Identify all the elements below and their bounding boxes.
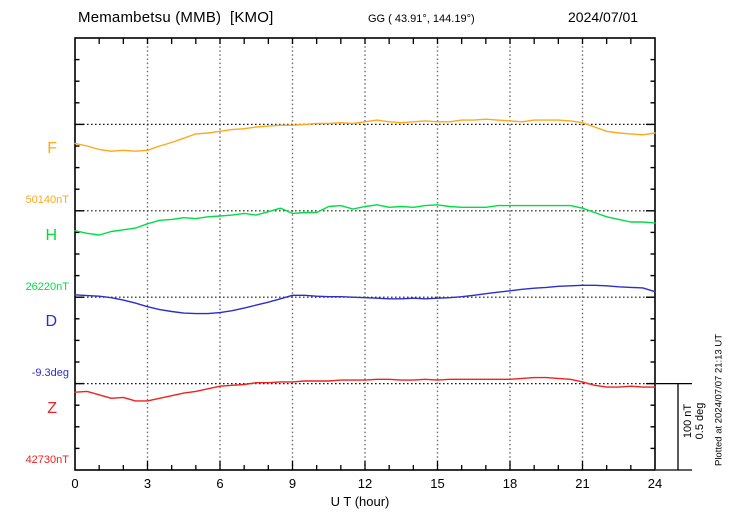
z-baseline-value: 42730nT [25, 454, 69, 466]
scale-bar-label-nt: 100 nT [682, 403, 694, 439]
x-tick-label: 15 [430, 476, 445, 491]
h-trace [74, 204, 656, 236]
f-baseline-value: 50140nT [25, 194, 69, 206]
geographic-coords: GG ( 43.91°, 144.19°) [368, 13, 475, 25]
component-label-d: D -9.3deg [0, 277, 70, 415]
scale-bar-label: 100 nT 0.5 deg [682, 403, 706, 440]
h-baseline-value: 26220nT [25, 281, 69, 293]
x-tick-label: 12 [357, 476, 373, 491]
d-label: D [45, 313, 57, 330]
scale-bar-label-deg: 0.5 deg [694, 402, 706, 440]
plotted-at-note: Plotted at 2024/07/07 21:13 UT [713, 333, 725, 467]
z-label: Z [47, 400, 57, 417]
d-trace [74, 284, 656, 315]
h-label: H [45, 227, 57, 244]
f-trace [74, 118, 656, 152]
x-tick-label: 0 [71, 476, 79, 491]
x-tick-label: 6 [216, 476, 224, 491]
component-label-z: Z 42730nT [0, 364, 70, 502]
component-label-f: F 50140nT [0, 104, 70, 242]
station-title: Memambetsu (MMB) [KMO] [78, 9, 274, 26]
d-baseline-value: -9.3deg [31, 367, 69, 379]
f-label: F [47, 140, 57, 157]
z-trace [74, 376, 656, 402]
component-label-h: H 26220nT [0, 191, 70, 329]
plot-frame [74, 37, 656, 471]
x-tick-label: 24 [647, 476, 663, 491]
x-axis-title: U T (hour) [330, 494, 390, 509]
plot-date: 2024/07/01 [568, 9, 639, 25]
x-tick-label: 3 [143, 476, 152, 491]
x-tick-label: 21 [575, 476, 590, 491]
x-tick-label: 9 [288, 476, 297, 491]
x-tick-label: 18 [502, 476, 518, 491]
